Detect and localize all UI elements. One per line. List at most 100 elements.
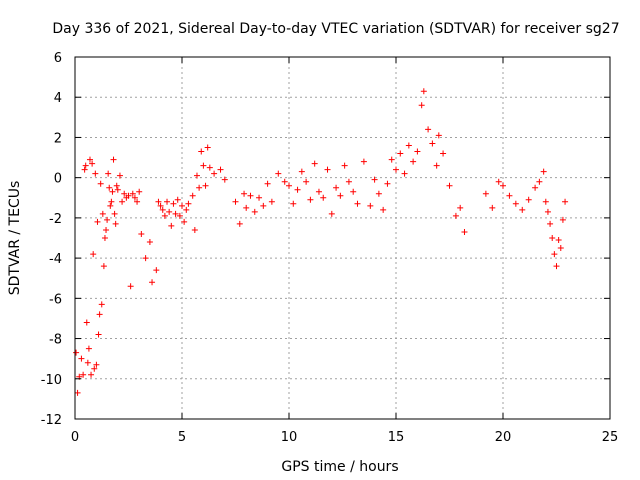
data-point xyxy=(138,230,145,237)
data-point xyxy=(74,389,81,396)
data-point xyxy=(337,192,344,199)
data-point xyxy=(84,359,91,366)
y-tick-label: -4 xyxy=(49,252,62,267)
data-point xyxy=(452,212,459,219)
data-point xyxy=(114,186,121,193)
y-tick-label: 0 xyxy=(54,172,62,187)
data-point xyxy=(206,164,213,171)
data-point xyxy=(275,170,282,177)
data-point xyxy=(433,162,440,169)
data-point xyxy=(555,237,562,244)
data-point xyxy=(193,172,200,179)
data-point xyxy=(345,178,352,185)
chart-title: Day 336 of 2021, Sidereal Day-to-day VTE… xyxy=(52,21,619,37)
y-tick-label: -12 xyxy=(41,413,62,428)
data-point xyxy=(90,251,97,258)
data-point xyxy=(324,166,331,173)
data-point xyxy=(290,200,297,207)
data-point xyxy=(542,198,549,205)
data-point xyxy=(103,226,110,233)
data-point xyxy=(388,156,395,163)
data-point xyxy=(315,188,322,195)
axis-tick-labels: 0 5 10 15 20 25 -12 -10 -8 -6 -4 -2 0 2 4 6 xyxy=(41,51,619,445)
data-point xyxy=(307,196,314,203)
data-point xyxy=(489,204,496,211)
data-point xyxy=(95,331,102,338)
data-point xyxy=(371,176,378,183)
data-point xyxy=(232,198,239,205)
data-point xyxy=(410,158,417,165)
data-point xyxy=(92,170,99,177)
data-point xyxy=(286,182,292,189)
y-axis-label: SDTVAR / TECUs xyxy=(7,181,23,296)
data-point xyxy=(540,168,547,175)
x-tick-label: 20 xyxy=(495,430,512,445)
data-point xyxy=(303,178,310,185)
data-point xyxy=(181,218,188,225)
data-point xyxy=(98,301,105,308)
data-point xyxy=(341,162,348,169)
data-point xyxy=(121,190,128,197)
data-point xyxy=(125,192,132,199)
x-tick-label: 5 xyxy=(178,430,186,445)
data-point xyxy=(367,202,374,209)
data-point xyxy=(170,200,177,207)
data-point xyxy=(136,188,143,195)
data-point xyxy=(94,218,101,225)
data-point xyxy=(333,184,340,191)
data-point xyxy=(179,202,185,209)
data-point xyxy=(83,319,90,326)
data-point xyxy=(559,216,566,223)
data-point xyxy=(264,180,271,187)
data-point xyxy=(96,311,103,318)
data-point xyxy=(241,190,248,197)
data-point xyxy=(161,212,168,219)
data-point xyxy=(429,140,436,147)
plot-frame xyxy=(74,56,611,420)
data-point xyxy=(146,239,153,246)
data-point xyxy=(104,216,111,223)
data-point xyxy=(482,190,489,197)
data-point xyxy=(113,182,120,189)
data-point xyxy=(495,178,502,185)
data-point xyxy=(553,263,560,270)
data-points xyxy=(73,88,569,396)
data-point xyxy=(85,345,92,352)
y-tick-label: -6 xyxy=(49,292,62,307)
data-point xyxy=(236,220,243,227)
data-point xyxy=(328,210,335,217)
data-point xyxy=(500,182,506,189)
y-tick-label: 6 xyxy=(54,51,62,66)
data-point xyxy=(108,198,115,205)
data-point xyxy=(82,162,89,169)
data-point xyxy=(153,267,160,274)
data-point xyxy=(204,144,211,151)
data-point xyxy=(446,182,453,189)
data-point xyxy=(200,162,207,169)
data-point xyxy=(116,172,123,179)
data-point xyxy=(100,263,107,270)
x-tick-label: 25 xyxy=(602,430,619,445)
data-point xyxy=(159,206,166,213)
data-point xyxy=(91,365,98,372)
data-point xyxy=(360,158,367,165)
data-point xyxy=(99,210,106,217)
data-point xyxy=(80,371,87,378)
data-point xyxy=(551,251,558,258)
data-point xyxy=(211,170,218,177)
data-point xyxy=(183,206,190,213)
data-point xyxy=(101,235,108,241)
data-point xyxy=(375,190,382,197)
data-point xyxy=(196,184,203,191)
data-point xyxy=(149,279,156,286)
data-point xyxy=(506,192,513,199)
data-point xyxy=(86,156,93,163)
data-point xyxy=(185,200,192,207)
data-point xyxy=(557,245,564,252)
data-point xyxy=(519,206,526,213)
data-point xyxy=(93,361,100,368)
data-point xyxy=(532,184,539,191)
data-point xyxy=(110,156,117,163)
data-point xyxy=(256,194,263,201)
